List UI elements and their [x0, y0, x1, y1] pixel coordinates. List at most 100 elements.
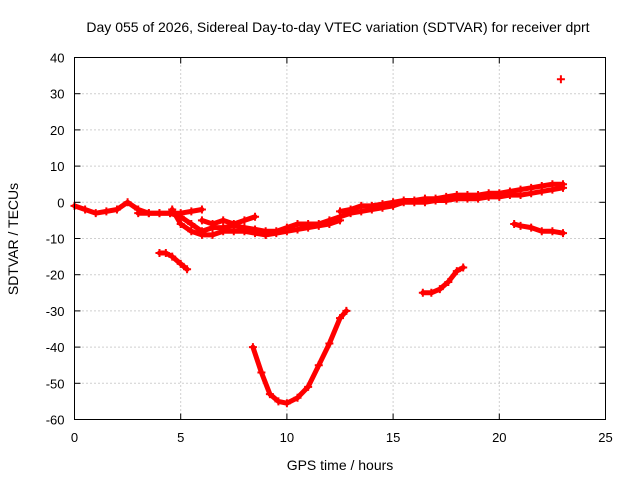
y-tick-label: 30: [50, 87, 64, 102]
data-point: [314, 221, 323, 230]
data-point: [556, 75, 565, 84]
data-point: [336, 216, 344, 225]
x-tick-label: 10: [280, 430, 294, 445]
x-tick-label: 15: [386, 430, 400, 445]
data-point: [248, 343, 257, 352]
data-point: [161, 248, 170, 257]
data-point: [197, 230, 206, 239]
x-tick-label: 0: [71, 430, 78, 445]
x-tick-label: 5: [177, 430, 184, 445]
y-tick-label: -60: [46, 413, 65, 428]
data-point: [219, 227, 228, 236]
x-axis-ticks: 0 5 10 15 20 25: [71, 57, 613, 445]
data-point: [304, 382, 313, 391]
data-point: [81, 205, 90, 214]
data-point: [155, 209, 164, 218]
series-dip-branch-c: [261, 216, 344, 239]
data-point: [410, 196, 419, 205]
data-point: [325, 339, 334, 348]
data-layer: [70, 75, 568, 408]
data-point: [144, 209, 153, 218]
y-tick-label: -30: [46, 304, 65, 319]
data-point: [197, 205, 206, 214]
data-point: [187, 207, 196, 216]
data-point: [293, 393, 302, 402]
series-arc-late: [418, 263, 468, 297]
chart-title: Day 055 of 2026, Sidereal Day-to-day VTE…: [86, 19, 589, 35]
data-point: [229, 220, 238, 229]
y-tick-label: 0: [57, 195, 64, 210]
y-tick-label: -40: [46, 340, 65, 355]
x-axis-label: GPS time / hours: [287, 457, 394, 473]
data-point: [459, 263, 468, 272]
data-point: [282, 227, 291, 236]
data-point: [537, 182, 546, 191]
y-tick-label: 40: [50, 51, 64, 66]
data-point: [187, 227, 196, 236]
data-point: [272, 229, 281, 238]
data-point: [427, 288, 436, 297]
data-point: [265, 390, 274, 399]
data-point: [251, 229, 260, 238]
data-point: [559, 229, 568, 238]
data-point: [168, 252, 177, 261]
data-point: [112, 205, 121, 214]
data-point: [282, 399, 291, 408]
data-point: [208, 230, 217, 239]
data-point: [274, 397, 283, 406]
y-axis-label: SDTVAR / TECUs: [5, 183, 21, 295]
data-point: [548, 180, 557, 189]
data-point: [176, 209, 185, 218]
series-outlier: [556, 75, 565, 84]
x-tick-label: 20: [492, 430, 506, 445]
data-point: [452, 267, 461, 276]
data-point: [304, 223, 313, 232]
data-point: [257, 368, 266, 377]
series-upper-branch: [336, 180, 568, 216]
data-point: [176, 259, 185, 268]
data-point: [197, 216, 206, 225]
data-point: [367, 201, 376, 210]
y-tick-label: -20: [46, 268, 65, 283]
data-point: [431, 194, 440, 203]
data-point: [187, 220, 196, 229]
series-trace: [250, 308, 349, 406]
data-point: [123, 198, 132, 207]
data-point: [484, 189, 493, 198]
data-point: [336, 314, 344, 323]
series-trace: [337, 181, 566, 214]
series-trace: [169, 207, 269, 238]
series-arc-tail: [510, 220, 568, 238]
data-point: [474, 191, 483, 200]
series-arc-deep: [248, 306, 351, 408]
data-point: [378, 200, 387, 209]
data-point: [444, 277, 453, 286]
data-point: [183, 265, 192, 274]
y-tick-label: -10: [46, 232, 65, 247]
series-dip-branch-b: [197, 212, 260, 229]
data-point: [342, 306, 351, 315]
data-point: [240, 216, 249, 225]
data-point: [357, 201, 366, 210]
data-point: [548, 227, 557, 236]
data-point: [559, 180, 568, 189]
series-lower-branch-left: [134, 205, 206, 218]
data-point: [516, 185, 525, 194]
data-point: [505, 187, 514, 196]
data-point: [240, 227, 249, 236]
data-point: [293, 225, 302, 234]
series-trace: [157, 250, 190, 272]
data-point: [435, 285, 444, 294]
data-point: [495, 189, 504, 198]
x-tick-label: 25: [598, 430, 612, 445]
data-point: [251, 212, 260, 221]
data-point: [336, 207, 344, 216]
y-tick-label: -50: [46, 376, 65, 391]
data-point: [452, 191, 461, 200]
data-point: [176, 220, 185, 229]
y-tick-label: 20: [50, 123, 64, 138]
data-point: [527, 223, 536, 232]
data-point: [134, 209, 143, 218]
y-axis-ticks: 40 30 20 10 0 -10 -20 -30 -40 -50 -60: [46, 51, 606, 428]
